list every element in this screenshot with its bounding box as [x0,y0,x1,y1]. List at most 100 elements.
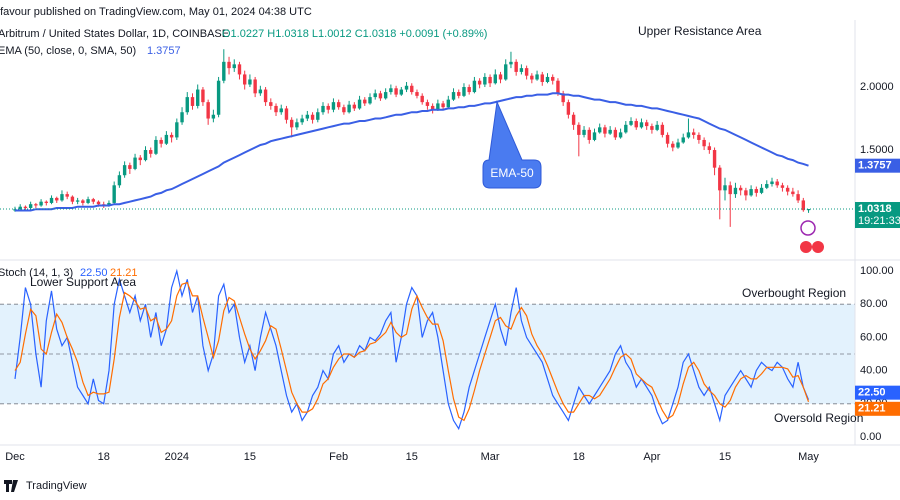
candle-body [122,165,127,176]
candle-body [613,129,618,138]
x-tick-label: 15 [406,451,418,463]
candle-body [582,129,586,135]
candle-body [55,197,59,201]
candle-body [300,118,304,123]
candle-body [749,189,753,196]
logo [4,480,18,492]
y-tick-label: 60.00 [860,331,888,343]
candle-body [629,121,633,125]
candle-body [149,150,153,154]
candle-body [65,194,69,197]
candle-body [770,181,774,185]
price-badge-text: 1.0318 [858,203,892,215]
candle-body [274,105,278,113]
footer-brand: TradingView [26,480,87,492]
candle-body [368,97,372,104]
candle-body [169,134,174,138]
candle-body [571,114,576,125]
candle-body [545,76,550,82]
x-tick-label: Dec [5,451,25,463]
candle-body [185,97,189,113]
candle-body [785,187,790,192]
candle-body [331,102,336,110]
candle-body [383,92,388,99]
candle-body [608,129,612,134]
candle-body [175,122,179,138]
candle-body [556,80,560,94]
annotation: Oversold Region [774,411,863,425]
candle-body [707,146,712,151]
candle-body [399,89,404,95]
candle-body [488,76,492,84]
x-tick-label: 18 [573,451,585,463]
candle-body [723,185,727,191]
stoch-badge [855,401,900,416]
candle-body [451,92,456,100]
candle-body [686,132,691,138]
y-tick-label: 0.00 [860,431,881,443]
annotation: Upper Resistance Area [638,24,762,38]
candle-body [441,103,445,108]
candle-body [237,64,242,75]
candle-body [603,127,607,134]
candle-body [467,87,471,93]
candle-body [483,76,487,85]
candle-body [211,114,216,119]
candle-body [363,99,367,104]
candle-body [305,114,310,119]
candle-body [404,85,409,90]
candle-body [759,187,764,193]
candle-body [310,114,315,120]
candle-body [133,157,137,169]
candle-body [806,209,811,211]
candle-body [112,185,116,203]
candle-body [86,199,90,203]
candle-body [222,61,226,81]
candle-body [39,201,43,206]
candle-body [660,124,665,135]
candle-body [634,121,638,128]
candle-body [321,105,325,113]
candle-body [765,184,769,188]
candle-body [326,105,330,110]
ema-callout [482,100,542,189]
publish-header: ufavour published on TradingView.com, Ma… [0,6,312,18]
annotation: Lower Support Area [30,275,136,289]
candle-body [493,74,497,84]
x-tick-label: Apr [643,451,660,463]
candle-body [754,189,759,193]
candle-body [436,103,440,110]
candle-body [791,191,795,195]
candle-body [728,185,732,195]
candle-body [28,204,33,208]
candle-body [681,137,685,143]
candle-body [159,139,163,144]
ema-badge [855,158,900,173]
candle-body [253,79,257,94]
candle-body [336,102,341,108]
annotation: Overbought Region [742,286,846,300]
candle-body [394,88,398,95]
candle-body [457,92,461,96]
candle-body [347,104,351,113]
symbol-title: Arbitrum / United States Dollar, 1D, COI… [0,28,229,40]
candle-body [138,157,142,161]
candle-body [216,80,221,115]
candle-body [425,102,430,106]
x-tick-label: 2024 [165,451,189,463]
price-axis-bg [855,20,900,450]
y-tick-label: 40.00 [860,365,888,377]
candle-body [342,107,346,113]
candle-body [592,132,597,140]
candle-body [598,127,602,133]
y-tick-label: 100.00 [860,265,894,277]
candle-body [180,112,184,123]
candle-body [117,175,122,186]
event-icon [800,241,812,253]
candle-body [665,134,670,144]
candle-body [650,126,654,130]
candle-body [446,99,451,108]
candle-body [96,201,101,205]
candle-body [697,134,701,140]
